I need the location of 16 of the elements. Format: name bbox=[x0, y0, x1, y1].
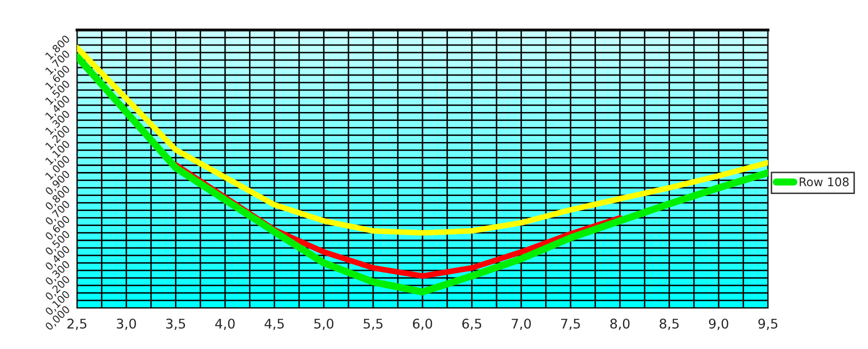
x-tick-label: 6,0 bbox=[412, 318, 432, 330]
x-tick-label: 7,5 bbox=[561, 318, 580, 330]
x-tick-label: 6,5 bbox=[462, 318, 482, 330]
x-tick-label: 5,5 bbox=[364, 318, 382, 330]
x-tick-label: 8,5 bbox=[660, 318, 679, 330]
x-tick-label: 4,0 bbox=[215, 318, 235, 330]
legend-label: Row 108 bbox=[800, 177, 849, 186]
x-tick-label: 9,0 bbox=[708, 318, 728, 330]
x-tick-label: 3,0 bbox=[116, 318, 136, 330]
x-tick-label: 8,0 bbox=[610, 318, 630, 330]
x-tick-label: 3,5 bbox=[166, 318, 186, 330]
x-tick-label: 2,5 bbox=[67, 318, 86, 330]
x-tick-label: 4,5 bbox=[264, 318, 284, 330]
x-tick-label: 5,0 bbox=[314, 318, 334, 330]
x-tick-label: 7,0 bbox=[512, 318, 531, 330]
x-tick-label: 9,5 bbox=[758, 318, 778, 330]
